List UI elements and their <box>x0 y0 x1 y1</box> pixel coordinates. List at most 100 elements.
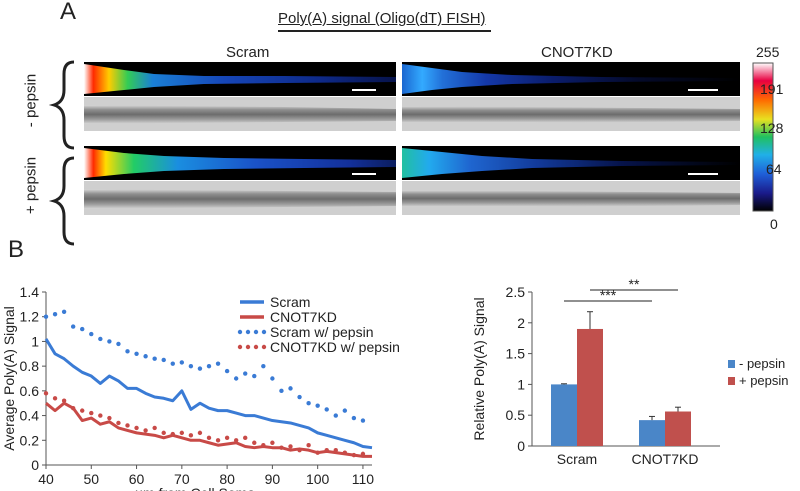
series-point-2 <box>80 326 85 332</box>
series-point-2 <box>243 371 248 376</box>
series-point-2 <box>170 361 175 366</box>
series-point-2 <box>360 418 366 423</box>
series-point-2 <box>333 413 338 418</box>
series-point-2 <box>179 360 185 365</box>
series-point-2 <box>233 376 239 381</box>
series-point-2 <box>215 361 221 366</box>
y-tick-label: 2.5 <box>506 284 526 300</box>
series-point-2 <box>261 363 266 369</box>
y-axis-label: Relative Poly(A) Signal <box>471 297 487 440</box>
panel-a-title: Poly(A) signal (Oligo(dT) FISH) <box>278 10 486 27</box>
series-point-2 <box>125 349 130 354</box>
colorbar-label-191: 191 <box>760 81 784 97</box>
series-point-3 <box>161 430 166 436</box>
category-label: CNOT7KD <box>632 451 699 467</box>
x-tick-label: 60 <box>129 471 145 487</box>
y-tick-label: 0 <box>517 438 525 454</box>
bar-Scram-0 <box>551 384 577 446</box>
series-point-3 <box>224 435 230 441</box>
legend-label-0: - pepsin <box>739 356 785 371</box>
y-axis-label: Average Poly(A) Signal <box>1 306 17 450</box>
y-tick-label: 1 <box>517 376 525 392</box>
series-point-3 <box>288 444 293 449</box>
brace-plus-pepsin <box>48 156 75 246</box>
series-point-3 <box>116 420 121 426</box>
series-point-2 <box>270 376 275 381</box>
colorbar-label-128: 128 <box>760 120 784 136</box>
colorbar-label-0: 0 <box>770 216 778 232</box>
category-label: Scram <box>557 451 597 467</box>
y-tick-label: 0.4 <box>20 408 40 424</box>
y-tick-label: 2 <box>517 315 525 331</box>
series-point-3 <box>125 423 130 428</box>
bar-CNOT7KD-0 <box>639 420 665 446</box>
series-point-3 <box>107 415 112 421</box>
image-scram-plus-pepsin-phase <box>84 181 396 215</box>
series-point-2 <box>252 373 257 379</box>
legend-swatch-3 <box>261 344 267 350</box>
image-cnot7kd-plus-pepsin-phase <box>402 181 740 215</box>
series-point-3 <box>152 425 157 431</box>
x-tick-label: 70 <box>174 471 190 487</box>
series-line-1 <box>45 401 372 458</box>
series-line-0 <box>44 338 373 450</box>
legend-swatch-1 <box>728 377 735 385</box>
panel-b-letter: B <box>8 236 25 263</box>
series-point-3 <box>52 396 58 401</box>
x-tick-label: 80 <box>219 471 235 487</box>
series-point-2 <box>324 407 329 412</box>
series-point-2 <box>143 354 148 359</box>
legend-swatch-3 <box>253 344 259 350</box>
series-point-2 <box>342 408 348 413</box>
line-chart: 0 0.2 0.4 0.6 0.8 1 1.2 1.4 40 50 60 70 80 90 100 110 µm… <box>1 284 400 491</box>
series-point-2 <box>188 363 194 369</box>
series-point-2 <box>116 341 121 347</box>
significance-label-1: *** <box>600 287 617 303</box>
significance-label-2: ** <box>629 278 640 292</box>
series-point-3 <box>197 430 203 436</box>
series-point-2 <box>288 386 293 391</box>
series-point-3 <box>270 440 275 445</box>
y-tick-label: 1.5 <box>506 346 526 362</box>
series-point-3 <box>215 438 221 443</box>
series-point-2 <box>134 351 139 356</box>
row-label-minus-pepsin: - pepsin <box>22 73 40 128</box>
series-point-3 <box>333 447 338 453</box>
series-point-2 <box>224 368 230 374</box>
x-axis-label: µm from Cell Soma <box>135 485 255 491</box>
image-cnot7kd-plus-pepsin-fish <box>402 146 740 180</box>
legend-swatch-3 <box>245 344 251 350</box>
row-label-plus-pepsin: + pepsin <box>22 156 40 215</box>
series-point-2 <box>52 312 58 317</box>
y-tick-label: 0 <box>31 457 39 473</box>
series-point-2 <box>89 331 94 337</box>
series-point-3 <box>43 391 49 396</box>
row-braces <box>48 60 75 246</box>
series-point-3 <box>188 433 194 438</box>
y-tick-label: 0.2 <box>20 432 40 448</box>
y-tick-label: 0.6 <box>20 383 40 399</box>
y-tick-label: 1.2 <box>20 309 40 325</box>
colorbar <box>752 62 774 212</box>
series-point-2 <box>70 324 76 329</box>
image-scram-minus-pepsin-phase <box>84 97 396 131</box>
legend-label-0: Scram <box>270 294 310 310</box>
y-tick-label: 0.8 <box>20 358 40 374</box>
series-point-3 <box>342 450 348 455</box>
series-point-3 <box>143 428 148 433</box>
series-point-3 <box>279 445 284 450</box>
legend-label-1: + pepsin <box>739 373 789 388</box>
x-tick-label: 40 <box>38 471 54 487</box>
legend-label-1: CNOT7KD <box>270 309 337 325</box>
series-point-3 <box>98 413 103 418</box>
series-point-3 <box>252 440 257 445</box>
series-point-2 <box>107 339 112 344</box>
legend-swatch-2 <box>245 329 251 335</box>
series-point-3 <box>360 451 366 457</box>
series-point-3 <box>179 430 185 436</box>
series-point-3 <box>306 443 311 448</box>
y-tick-label: 0.5 <box>506 407 526 423</box>
column-title-scram: Scram <box>226 44 270 61</box>
brace-minus-pepsin <box>48 60 75 150</box>
series-point-2 <box>206 363 212 369</box>
